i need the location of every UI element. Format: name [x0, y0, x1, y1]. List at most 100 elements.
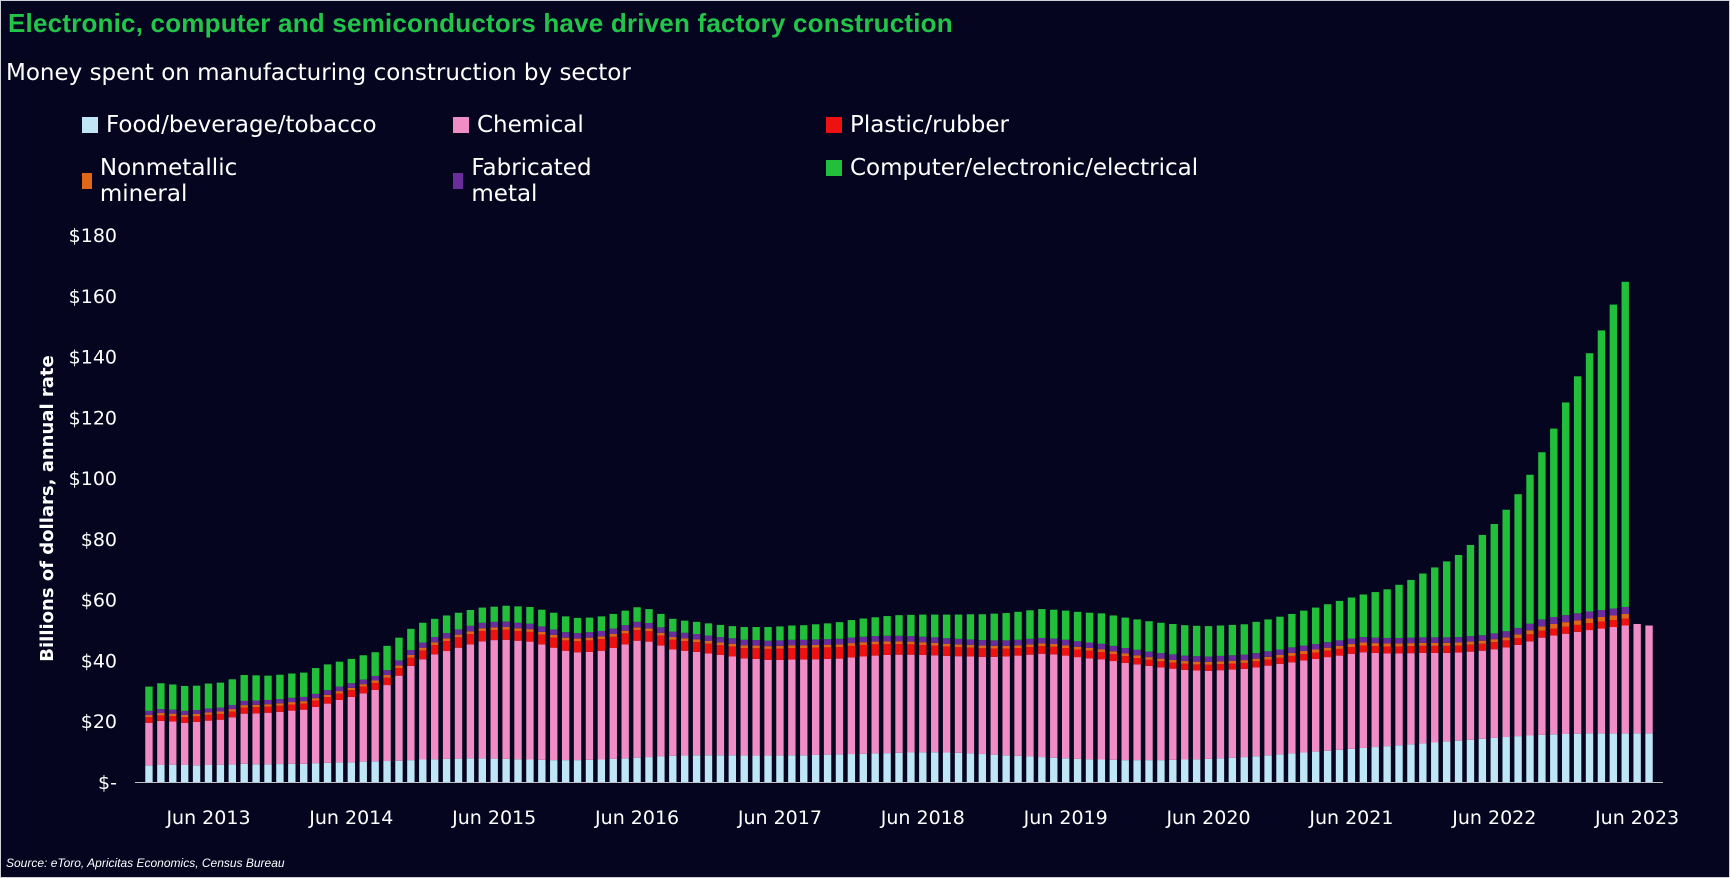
bar-segment: [847, 643, 856, 646]
bar-segment: [871, 753, 879, 782]
bar-segment: [657, 756, 665, 782]
bar-segment: [192, 685, 201, 710]
legend-swatch-chemical: [453, 117, 469, 133]
x-tick-label: Jun 2017: [737, 807, 822, 829]
bar-segment: [1240, 654, 1248, 661]
bar-segment: [526, 759, 534, 782]
bar-segment: [942, 614, 951, 639]
bar-segment: [430, 759, 439, 782]
bar-segment: [740, 627, 748, 640]
bar-segment: [1014, 611, 1022, 640]
bar-segment: [157, 764, 165, 782]
bar-segment: [1502, 509, 1510, 632]
bar-segment: [1645, 625, 1653, 734]
bar-segment: [597, 639, 606, 651]
bar-segment: [1490, 642, 1498, 650]
bar-segment: [1038, 646, 1046, 654]
bar-segment: [978, 614, 987, 641]
bar-segment: [764, 646, 772, 649]
bar-segment: [1335, 645, 1344, 649]
bar-segment: [1526, 641, 1534, 736]
bar-segment: [1097, 651, 1106, 660]
bar-segment: [347, 690, 356, 697]
bar-segment: [1442, 652, 1451, 742]
bar-segment: [573, 652, 582, 761]
bar-segment: [942, 655, 951, 753]
bar-segment: [538, 759, 546, 782]
bar-segment: [931, 655, 939, 753]
bar-segment: [1228, 757, 1237, 782]
bar-segment: [657, 645, 665, 757]
bar-segment: [347, 683, 356, 688]
bar-segment: [1121, 760, 1129, 782]
bar-segment: [1216, 758, 1225, 782]
bar-segment: [550, 760, 558, 782]
bar-segment: [1181, 669, 1189, 760]
bar-segment: [1538, 734, 1546, 782]
bar-segment: [228, 709, 236, 712]
bar-segment: [1466, 651, 1475, 740]
bar-segment: [1502, 640, 1510, 648]
bar-segment: [1026, 644, 1034, 648]
bar-segment: [1383, 637, 1391, 644]
bar-segment: [240, 700, 248, 706]
bar-segment: [1538, 630, 1546, 638]
bar-segment: [1216, 655, 1225, 662]
bar-segment: [883, 616, 891, 636]
bar-segment: [1335, 749, 1344, 782]
bar-segment: [1609, 620, 1618, 628]
bar-segment: [692, 621, 701, 635]
bar-segment: [1312, 652, 1320, 659]
bar-segment: [764, 640, 772, 647]
bar-segment: [430, 642, 439, 645]
bar-segment: [966, 614, 975, 640]
bar-segment: [216, 682, 225, 708]
bar-segment: [430, 654, 439, 760]
bar-segment: [1645, 733, 1653, 782]
bar-segment: [335, 762, 344, 782]
bar-segment: [728, 755, 737, 782]
bar-segment: [383, 645, 391, 671]
bar-segment: [1026, 610, 1034, 639]
bar-segment: [966, 639, 975, 645]
bar-segment: [514, 630, 522, 641]
bar-segment: [192, 765, 201, 782]
bar-segment: [395, 760, 403, 782]
bar-segment: [942, 638, 951, 644]
bar-segment: [621, 630, 629, 634]
bar-segment: [526, 641, 534, 760]
legend-swatch-fabricated: [453, 173, 464, 189]
bar-segment: [1419, 645, 1427, 653]
x-tick-label: Jun 2019: [1023, 807, 1108, 829]
bar-segment: [1276, 657, 1284, 664]
bar-segment: [180, 764, 189, 782]
bar-segment: [478, 622, 486, 629]
bar-segment: [1133, 658, 1141, 665]
bar-segment: [1466, 644, 1475, 652]
bar-segment: [692, 642, 701, 652]
bar-segment: [942, 646, 951, 656]
bar-segment: [907, 636, 915, 642]
bar-segment: [1478, 534, 1487, 636]
bar-segment: [335, 661, 344, 687]
bar-segment: [1145, 665, 1153, 761]
legend-label-computer: Computer/electronic/electrical: [850, 155, 1199, 181]
bar-segment: [359, 684, 367, 687]
bar-segment: [931, 614, 939, 638]
bar-segment: [442, 641, 451, 652]
bar-segment: [585, 637, 594, 641]
bar-segment: [359, 679, 367, 685]
bar-segment: [573, 641, 582, 653]
bar-segment: [1192, 670, 1201, 760]
bar-segment: [1157, 661, 1165, 668]
bar-segment: [776, 659, 784, 756]
bar-segment: [288, 704, 296, 711]
bar-segment: [145, 686, 153, 711]
bar-segment: [954, 638, 963, 645]
bar-segment: [514, 622, 522, 629]
bar-segment: [907, 752, 915, 782]
bar-segment: [1264, 755, 1272, 782]
bar-segment: [1407, 744, 1415, 782]
bar-segment: [204, 764, 213, 782]
bar-segment: [669, 639, 677, 650]
